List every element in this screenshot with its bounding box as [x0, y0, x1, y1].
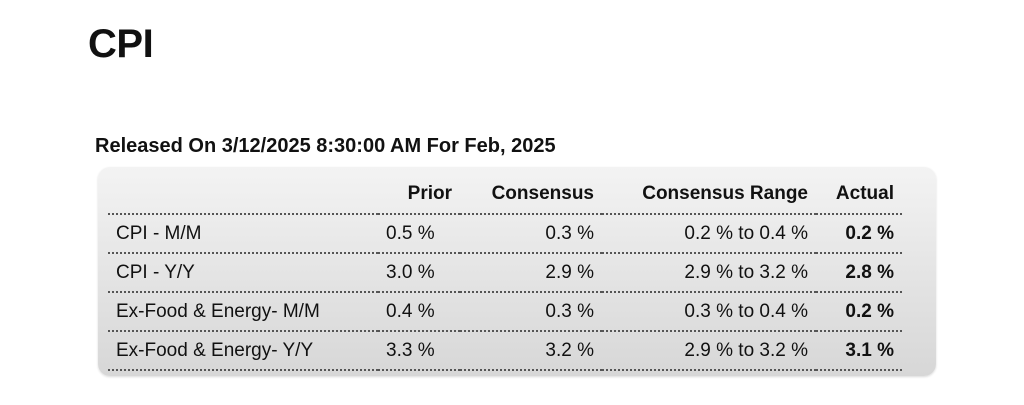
row-actual: 3.1 % — [816, 331, 902, 371]
row-consensus: 0.3 % — [460, 214, 602, 254]
row-consensus-range: 0.2 % to 0.4 % — [602, 214, 816, 254]
table-row: Ex-Food & Energy- Y/Y 3.3 % 3.2 % 2.9 % … — [108, 331, 902, 371]
row-consensus-range: 2.9 % to 3.2 % — [602, 331, 816, 371]
row-label: Ex-Food & Energy- Y/Y — [108, 331, 378, 371]
row-actual: 0.2 % — [816, 292, 902, 332]
row-prior: 0.5 % — [378, 214, 460, 254]
header-consensus: Consensus — [460, 175, 602, 215]
row-actual: 0.2 % — [816, 214, 902, 254]
header-label — [108, 175, 378, 215]
header-actual: Actual — [816, 175, 902, 215]
row-prior: 3.0 % — [378, 253, 460, 293]
header-consensus-range: Consensus Range — [602, 175, 816, 215]
row-consensus: 0.3 % — [460, 292, 602, 332]
page-title: CPI — [88, 22, 154, 66]
row-consensus: 3.2 % — [460, 331, 602, 371]
table-row: Ex-Food & Energy- M/M 0.4 % 0.3 % 0.3 % … — [108, 292, 902, 332]
row-actual: 2.8 % — [816, 253, 902, 293]
row-label: CPI - Y/Y — [108, 253, 378, 293]
data-table: Prior Consensus Consensus Range Actual C… — [108, 175, 902, 371]
row-label: CPI - M/M — [108, 214, 378, 254]
data-table-panel: Prior Consensus Consensus Range Actual C… — [98, 167, 936, 376]
row-prior: 3.3 % — [378, 331, 460, 371]
header-prior: Prior — [378, 175, 460, 215]
row-consensus-range: 0.3 % to 0.4 % — [602, 292, 816, 332]
release-info: Released On 3/12/2025 8:30:00 AM For Feb… — [95, 135, 556, 157]
table-row: CPI - Y/Y 3.0 % 2.9 % 2.9 % to 3.2 % 2.8… — [108, 253, 902, 293]
row-label: Ex-Food & Energy- M/M — [108, 292, 378, 332]
row-prior: 0.4 % — [378, 292, 460, 332]
row-consensus-range: 2.9 % to 3.2 % — [602, 253, 816, 293]
table-row: CPI - M/M 0.5 % 0.3 % 0.2 % to 0.4 % 0.2… — [108, 214, 902, 254]
row-consensus: 2.9 % — [460, 253, 602, 293]
table-header-row: Prior Consensus Consensus Range Actual — [108, 175, 902, 215]
